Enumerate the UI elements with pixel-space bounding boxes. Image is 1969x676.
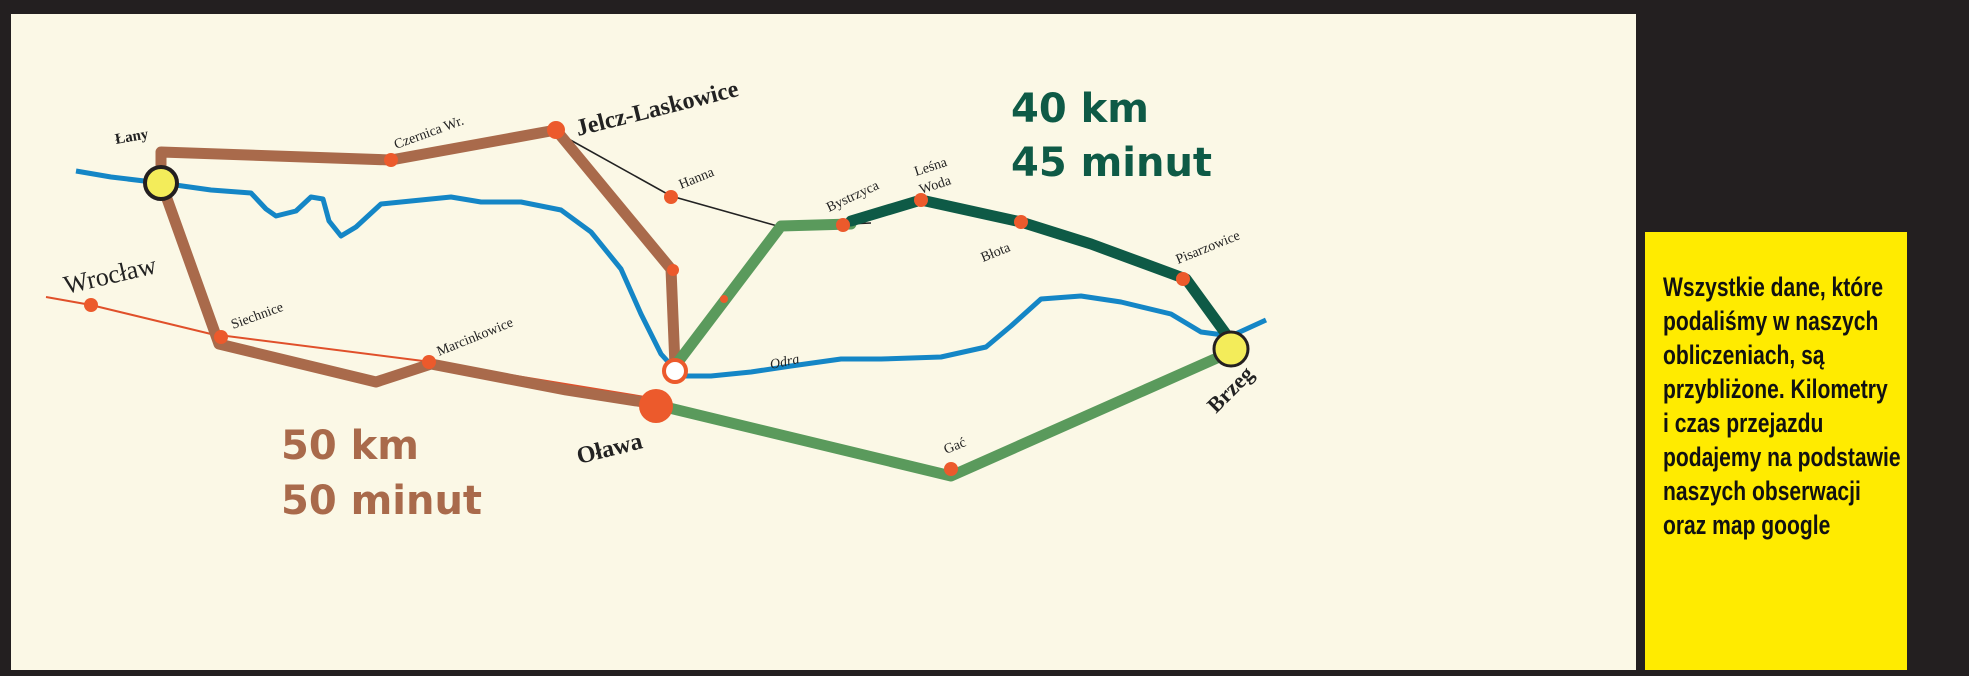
brown-route-time: 50 minut: [281, 478, 482, 524]
town-dot-marcinkowice: [422, 355, 436, 369]
town-dot-olawa: [639, 389, 673, 423]
disclaimer-text: Wszystkie dane, które podaliśmy w naszyc…: [1663, 270, 1920, 542]
note-line: i czas przejazdu: [1663, 408, 1824, 438]
label-jelcz: Jelcz-Laskowice: [573, 76, 741, 142]
town-dot-gac: [944, 462, 958, 476]
note-line: podajemy na podstawie: [1663, 442, 1901, 472]
label-hanna: Hanna: [677, 165, 717, 193]
label-wroclaw: Wrocław: [61, 250, 160, 300]
label-odra: Odra: [769, 352, 801, 373]
note-line: podaliśmy w naszych: [1663, 306, 1879, 336]
green-route-time: 45 minut: [1011, 140, 1212, 186]
town-marker-brzeg: [1212, 330, 1250, 368]
map-canvas: Łany Wrocław Siechnice Marcinkowice Czer…: [45, 76, 1268, 524]
town-dot-route-mid: [667, 264, 679, 276]
label-brzeg: Brzeg: [1202, 361, 1259, 418]
town-dot-wroclaw: [84, 298, 98, 312]
label-gac: Gać: [942, 435, 969, 457]
label-blota: Błota: [979, 240, 1013, 266]
green-route-distance: 40 km: [1011, 86, 1149, 132]
note-line: naszych obserwacji: [1663, 476, 1861, 506]
label-olawa: Oława: [574, 428, 645, 469]
town-dot-siechnice: [214, 330, 228, 344]
label-siechnice: Siechnice: [229, 300, 285, 333]
town-dot-blota: [1014, 215, 1028, 229]
town-marker-lany: [143, 165, 179, 201]
road-wroclaw-olawa: [45, 296, 652, 399]
route-map: Łany Wrocław Siechnice Marcinkowice Czer…: [11, 14, 1636, 670]
town-dot-hanna: [664, 190, 678, 204]
town-dot-czernica: [384, 153, 398, 167]
note-line: przybliżone. Kilometry: [1663, 374, 1888, 404]
town-dot-bystrzyca: [836, 218, 850, 232]
river-odra: [75, 168, 1268, 379]
label-marcinkowice: Marcinkowice: [435, 316, 516, 360]
disclaimer-note: Wszystkie dane, które podaliśmy w naszyc…: [1645, 232, 1907, 670]
town-dot-pisarzowice: [1176, 272, 1190, 286]
town-dot-jelcz: [547, 121, 565, 139]
town-dot-green-mid: [720, 295, 728, 303]
route-green-dark: [845, 194, 1232, 340]
label-pisarzowice: Pisarzowice: [1174, 228, 1242, 267]
note-line: obliczeniach, są: [1663, 340, 1825, 370]
note-line: oraz map google: [1663, 510, 1831, 540]
note-line: Wszystkie dane, które: [1663, 272, 1884, 302]
label-lany: Łany: [114, 126, 150, 148]
route-brown: [155, 124, 681, 410]
brown-route-distance: 50 km: [281, 423, 419, 469]
town-marker-olawa-junction: [662, 358, 688, 384]
town-dot-lesna-woda: [914, 193, 928, 207]
